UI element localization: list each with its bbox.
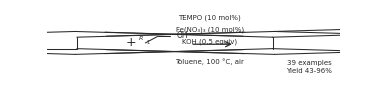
Text: 39 examples: 39 examples [287,60,332,66]
Text: +: + [125,36,136,49]
Text: OH: OH [177,31,188,40]
Text: Fe(NO₃)₃ (10 mol%): Fe(NO₃)₃ (10 mol%) [176,27,244,33]
Text: Yield 43-96%: Yield 43-96% [287,68,332,74]
Text: 1: 1 [146,40,149,45]
Text: KOH (0.5 equiv): KOH (0.5 equiv) [182,38,237,45]
Text: Toluene, 100 °C, air: Toluene, 100 °C, air [175,58,244,65]
Text: R: R [139,36,143,41]
Text: TEMPO (10 mol%): TEMPO (10 mol%) [178,15,241,21]
